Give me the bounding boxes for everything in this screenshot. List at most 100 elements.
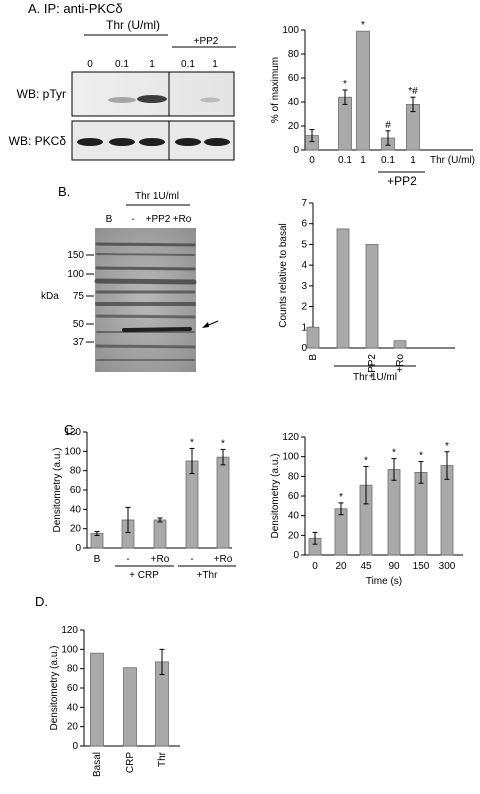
x-tick-label: 0	[309, 155, 315, 166]
marker-label: 50	[73, 319, 85, 330]
marker-label: 75	[73, 291, 85, 302]
x-tick-label: 0	[312, 561, 318, 572]
bar	[153, 519, 167, 549]
bar	[306, 326, 320, 349]
y-tick-label: 5	[301, 239, 307, 250]
ptyr-band	[200, 97, 220, 103]
y-tick-label: 120	[282, 432, 299, 443]
y-tick-label: 0	[301, 343, 307, 354]
y-tick-label: 20	[288, 530, 300, 541]
panel-c-label: C.	[64, 422, 77, 437]
panel-a-label: A. IP: anti-PKCδ	[28, 1, 123, 16]
y-tick-label: 20	[288, 121, 300, 132]
marker-label: 37	[73, 337, 85, 348]
gel-lane-label: +PP2	[146, 214, 171, 225]
x-tick-label: 90	[388, 561, 400, 572]
ptyr-band	[137, 95, 167, 103]
y-tick-label: 60	[288, 491, 300, 502]
x-tick-label: 0.1	[381, 155, 395, 166]
x-tick-label: 150	[413, 561, 430, 572]
blot-ptyr	[71, 71, 235, 117]
lane-label: 0.1	[181, 59, 195, 70]
y-tick-label: 7	[301, 198, 307, 209]
y-tick-label: 20	[67, 722, 79, 733]
bar	[336, 228, 350, 349]
x-tick-label: +Ro	[214, 554, 233, 565]
x-tick-label: 20	[335, 561, 347, 572]
lane-label: 1	[212, 59, 218, 70]
y-tick-label: 1	[301, 322, 307, 333]
blot-ptyr-label: WB: pTyr	[17, 87, 66, 101]
y-tick-label: 40	[67, 702, 79, 713]
panel-b-label: B.	[58, 184, 70, 199]
y-tick-label: 80	[67, 664, 79, 675]
y-tick-label: 80	[288, 471, 300, 482]
gel-lane-label: B	[106, 214, 113, 225]
pkcd-band	[175, 138, 201, 146]
bar	[365, 244, 379, 349]
y-tick-label: 120	[64, 427, 81, 438]
pkcd-band	[204, 138, 230, 146]
gel-lane-label: -	[131, 214, 134, 225]
significance-mark: *	[339, 492, 343, 503]
y-tick-label: 6	[301, 219, 307, 230]
gel-image	[95, 228, 196, 372]
significance-mark: *#	[408, 86, 418, 97]
x-tick-label: 1	[410, 155, 416, 166]
significance-mark: *	[190, 437, 194, 448]
x-tick-label: CRP	[125, 752, 136, 773]
bar	[334, 508, 348, 556]
marker-label: 100	[67, 269, 84, 280]
pkcd-band	[139, 138, 165, 146]
y-tick-label: 100	[61, 644, 78, 655]
y-axis-label: Counts relative to basal	[278, 223, 289, 328]
panel-b-gel: B. Thr 1U/ml B - +PP2 +Ro 150 100 75 50 …	[41, 184, 219, 372]
bar	[356, 30, 370, 151]
x-tick-label: 300	[439, 561, 456, 572]
group-label: +PP2	[387, 174, 417, 188]
y-tick-label: 80	[70, 466, 82, 477]
x-axis-label: Time (s)	[366, 576, 402, 587]
pkcd-band	[109, 138, 135, 146]
significance-mark: *	[221, 438, 225, 449]
y-tick-label: 0	[293, 550, 299, 561]
y-axis-label: Densitometry (a.u.)	[49, 645, 60, 730]
x-tick-label: -	[190, 554, 193, 565]
significance-mark: *	[343, 79, 347, 90]
significance-mark: *	[392, 448, 396, 459]
panel-a-treatment-label: Thr (U/ml)	[106, 18, 160, 32]
bar	[216, 456, 230, 549]
bar	[387, 469, 401, 556]
y-tick-label: 0	[75, 543, 81, 554]
significance-mark: *	[419, 451, 423, 462]
y-tick-label: 120	[61, 625, 78, 636]
x-tick-label: +Ro	[395, 354, 406, 373]
gel-lane-label: +Ro	[173, 214, 192, 225]
lane-label: 0.1	[115, 59, 129, 70]
y-tick-label: 80	[288, 49, 300, 60]
bar	[393, 340, 407, 349]
x-tick-label: 1	[360, 155, 366, 166]
lane-label: 1	[149, 59, 155, 70]
significance-mark: #	[385, 120, 391, 131]
y-tick-label: 3	[301, 281, 307, 292]
y-tick-label: 100	[282, 25, 299, 36]
y-tick-label: 40	[70, 504, 82, 515]
x-tick-label: 0.1	[338, 155, 352, 166]
chart-panel-a: 0 20 40 60 80 100 % of maximum 0 * 0.1 * 1 #0.1 *# 1 Th…	[270, 20, 475, 188]
y-axis-label: Densitometry (a.u.)	[270, 453, 281, 538]
arrow-icon	[202, 320, 219, 328]
significance-mark: *	[361, 20, 365, 31]
bar	[90, 652, 104, 747]
panel-a-pp2-label: +PP2	[194, 36, 219, 47]
y-tick-label: 100	[64, 446, 81, 457]
y-tick-label: 20	[70, 524, 82, 535]
x-tick-label: +Ro	[151, 554, 170, 565]
significance-mark: *	[364, 456, 368, 467]
y-tick-label: 0	[293, 145, 299, 156]
group-label: + CRP	[129, 570, 159, 581]
x-axis-label: Thr (U/ml)	[430, 155, 475, 166]
